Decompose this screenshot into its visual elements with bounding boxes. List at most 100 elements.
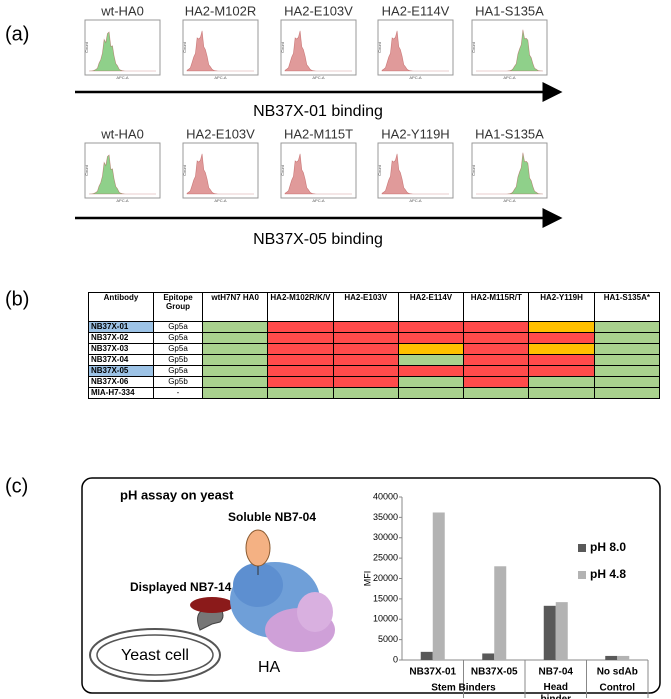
antibody-cell: MIA-H7-334 xyxy=(88,387,154,399)
panel-title: pH assay on yeast xyxy=(120,487,234,502)
table-row: NB37X-01 Gp5a xyxy=(88,321,661,333)
plot-title: HA2-E103V xyxy=(284,3,353,18)
result-cell xyxy=(201,321,269,333)
header-cell: HA2-Y119H xyxy=(528,292,595,322)
result-cell xyxy=(332,354,399,366)
bar xyxy=(420,651,433,660)
result-cell xyxy=(528,387,595,399)
x-tick-label: No sdAb xyxy=(597,667,638,678)
y-tick-label: 25000 xyxy=(373,553,398,563)
antibody-cell: NB37X-04 xyxy=(88,354,154,366)
plot-frame xyxy=(84,19,161,76)
arrow-caption: NB37X-05 binding xyxy=(253,231,383,248)
histogram xyxy=(381,30,449,72)
axis-label: Count xyxy=(471,41,476,53)
displayed-nb xyxy=(190,597,234,613)
panel-label: (c) xyxy=(5,475,28,497)
axis-label: Count xyxy=(377,41,382,53)
panel-label: (a) xyxy=(5,23,29,45)
result-cell xyxy=(267,332,334,344)
result-cell xyxy=(201,354,269,366)
result-cell xyxy=(397,321,465,333)
histogram xyxy=(476,152,544,195)
histogram xyxy=(284,30,352,72)
epitope-cell: Gp5b xyxy=(153,354,203,366)
axis-label: APC-A xyxy=(409,75,422,80)
axis-label: APC-A xyxy=(503,75,516,80)
plot-title: HA1-S135A xyxy=(475,126,544,141)
result-cell xyxy=(397,387,465,399)
plot-title: HA2-E103V xyxy=(186,126,255,141)
bar xyxy=(605,655,618,660)
header-row: Antibody Epitope Group wtH7N7 HA0 HA2-M102R… xyxy=(88,292,661,322)
table-row: NB37X-02 Gp5a xyxy=(88,332,661,344)
header-cell: HA2-M102R/K/V xyxy=(267,292,334,322)
yeast-cell-inner xyxy=(96,634,214,676)
result-cell xyxy=(267,365,334,377)
header-cell: HA2-E114V xyxy=(397,292,465,322)
histogram xyxy=(88,154,156,195)
epitope-cell: Gp5a xyxy=(153,321,203,333)
result-cell xyxy=(332,321,399,333)
epitope-cell: Gp5a xyxy=(153,332,203,344)
header-cell: HA2-E103V xyxy=(332,292,399,322)
axis-label: APC-A xyxy=(409,198,422,203)
plot-title: wt-HA0 xyxy=(100,3,144,18)
axis-label: APC-A xyxy=(214,198,227,203)
result-cell xyxy=(332,387,399,399)
table-row: NB37X-03 Gp5a xyxy=(88,343,661,355)
result-cell xyxy=(397,332,465,344)
header-cell: HA2-M115R/T xyxy=(463,292,530,322)
axis-label: Count xyxy=(182,164,187,176)
y-tick-label: 0 xyxy=(393,654,398,664)
result-cell xyxy=(201,365,269,377)
y-axis-label: MFI xyxy=(362,571,372,587)
result-cell xyxy=(397,354,465,366)
result-cell xyxy=(397,343,465,355)
ha-protein xyxy=(230,562,335,652)
y-tick-label: 30000 xyxy=(373,532,398,542)
mutation-table: Antibody Epitope Group wtH7N7 HA0 HA2-M102R… xyxy=(88,292,661,399)
arrow-caption: NB37X-01 binding xyxy=(253,103,383,120)
displayed-label: Displayed NB7-14 xyxy=(130,580,232,594)
soluble-label: Soluble NB7-04 xyxy=(228,510,316,524)
y-tick-label: 20000 xyxy=(373,573,398,583)
panel-box xyxy=(81,477,661,694)
soluble-nb xyxy=(245,529,271,567)
histogram xyxy=(186,30,254,72)
plot-title: HA2-Y119H xyxy=(381,126,449,141)
result-cell xyxy=(201,332,269,344)
antibody-cell: NB37X-02 xyxy=(88,332,154,344)
epitope-cell: - xyxy=(153,387,203,399)
axis-label: APC-A xyxy=(214,75,227,80)
header-cell: Antibody xyxy=(88,292,154,322)
result-cell xyxy=(528,321,595,333)
result-cell xyxy=(463,332,530,344)
result-cell xyxy=(463,387,530,399)
result-cell xyxy=(332,365,399,377)
axis-label: Count xyxy=(280,164,285,176)
header-cell: Epitope Group xyxy=(153,292,203,322)
axis-label: APC-A xyxy=(312,198,325,203)
plot-frame xyxy=(471,19,548,76)
plot-title: HA2-M115T xyxy=(284,126,353,141)
antibody-cell: NB37X-03 xyxy=(88,343,154,355)
table-row: NB37X-06 Gp5b xyxy=(88,376,661,388)
result-cell xyxy=(528,365,595,377)
result-cell xyxy=(593,321,661,333)
x-tick-label: NB7-04 xyxy=(539,667,574,678)
antibody-cell: NB37X-05 xyxy=(88,365,154,377)
result-cell xyxy=(267,376,334,388)
result-cell xyxy=(267,321,334,333)
bar xyxy=(432,512,445,660)
table-row: MIA-H7-334- xyxy=(88,387,661,399)
antibody-cell: NB37X-01 xyxy=(88,321,154,333)
result-cell xyxy=(593,376,661,388)
axis-label: APC-A xyxy=(116,75,129,80)
bar xyxy=(543,605,556,660)
plot-title: wt-HA0 xyxy=(100,126,144,141)
epitope-cell: Gp5b xyxy=(153,376,203,388)
result-cell xyxy=(267,354,334,366)
histogram xyxy=(88,31,156,72)
result-cell xyxy=(201,376,269,388)
